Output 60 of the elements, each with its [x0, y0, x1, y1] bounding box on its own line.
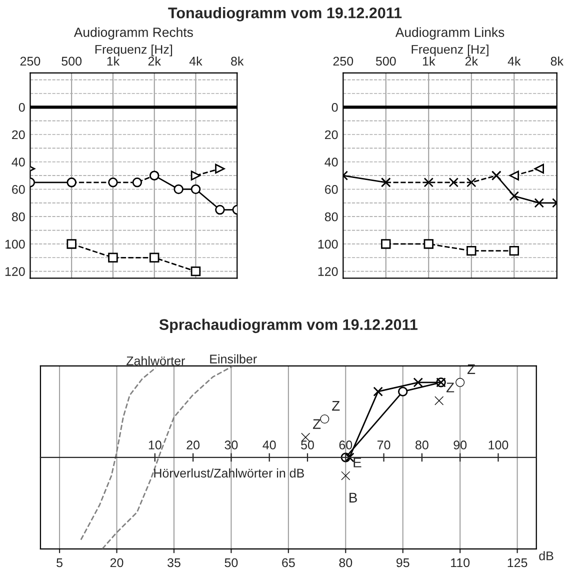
x-tick-label: 65 [282, 558, 295, 568]
x2-tick-label: 50 [301, 440, 314, 450]
y-tick-label: 120 [5, 267, 25, 276]
x-tick-label: 2k [148, 56, 161, 66]
x-tick-label: 5 [56, 558, 62, 568]
y-tick-label: 40 [324, 158, 338, 167]
x2-tick-label: 40 [262, 440, 276, 450]
annotation: Z [332, 401, 340, 411]
x2-tick-label: 60 [339, 440, 352, 450]
x-tick-label: 4k [508, 56, 521, 66]
x-tick-label: 1k [422, 56, 436, 66]
annotation: Z [446, 382, 454, 392]
annotation: Z [467, 364, 476, 374]
x-tick-label: 8k [550, 56, 564, 66]
y-tick-label: 20 [12, 130, 25, 140]
x-tick-label: 20 [110, 558, 124, 568]
chart-title: Audiogramm Rechts [74, 27, 193, 40]
y-tick-label: 120 [318, 267, 338, 276]
y-tick-label: 0 [332, 102, 338, 112]
x2-tick-label: 20 [186, 440, 200, 450]
annotation: Z [312, 419, 321, 429]
x-tick-label: 250 [333, 56, 354, 66]
x-tick-label: 50 [224, 558, 238, 568]
x-axis-title: dB [539, 551, 554, 560]
x2-tick-label: 90 [454, 440, 467, 450]
y-tick-label: 100 [318, 240, 338, 249]
x-axis-title: Frequenz [Hz] [412, 44, 488, 56]
annotation: B [350, 492, 357, 502]
y-tick-label: 40 [12, 158, 25, 167]
x-tick-label: 500 [376, 56, 396, 66]
x-tick-label: 125 [508, 558, 528, 568]
text: Tonaudiogramm vom 19.12.2011 [168, 7, 402, 22]
x2-tick-label: 70 [377, 440, 390, 450]
y-tick-label: 100 [5, 240, 25, 249]
x-axis-title: Frequenz [Hz] [95, 44, 172, 56]
y-tick-label: 80 [324, 212, 338, 222]
x-tick-label: 80 [339, 558, 352, 568]
x-tick-label: 8k [231, 56, 244, 66]
y-tick-label: 20 [325, 130, 338, 140]
x2-axis-title: Hörverlust/Zahlwörter in dB [154, 468, 304, 478]
x2-tick-label: 10 [148, 440, 162, 450]
chart-title: Audiogramm Links [395, 27, 504, 40]
x2-tick-label: 100 [488, 440, 508, 450]
x-tick-label: 250 [20, 56, 40, 66]
chart-title: Sprachaudiogramm vom 19.12.2011 [159, 318, 418, 334]
x-tick-label: 35 [168, 558, 180, 568]
x-tick-label: 110 [451, 558, 470, 568]
x-tick-label: 95 [396, 558, 410, 568]
y-tick-label: 80 [12, 212, 25, 222]
series-label: Zahlwörter [126, 356, 185, 366]
y-tick-label: 0 [18, 102, 25, 112]
x2-tick-label: 80 [416, 440, 428, 450]
x2-tick-label: 30 [224, 440, 238, 450]
series-label: Einsilber [210, 354, 257, 364]
x-tick-label: 1k [107, 56, 120, 66]
x-tick-label: 4k [189, 56, 202, 66]
y-tick-label: 60 [12, 185, 25, 194]
x-tick-label: 500 [62, 56, 82, 66]
y-tick-label: 60 [325, 185, 338, 194]
x-tick-label: 2k [465, 56, 478, 66]
